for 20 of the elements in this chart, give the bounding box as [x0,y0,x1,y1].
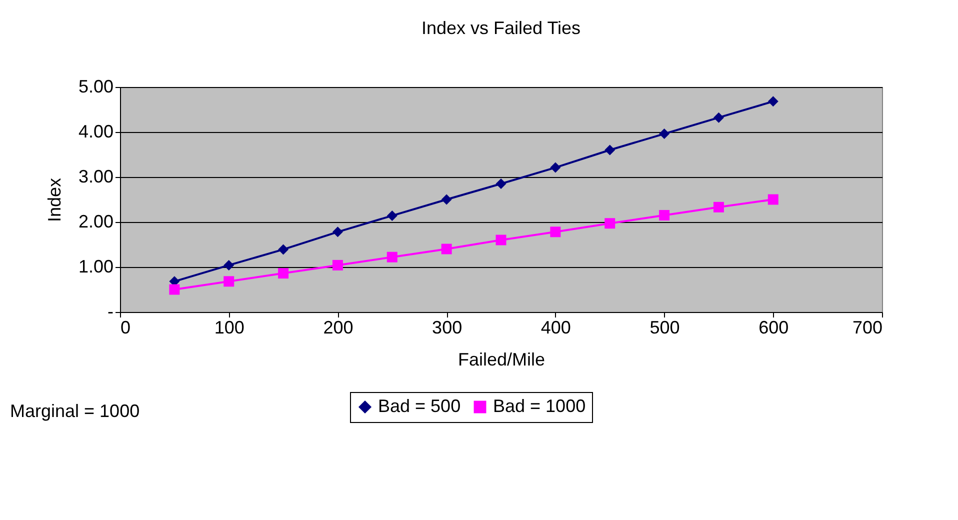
x-tick-label: 100 [214,318,244,338]
legend-label: Bad = 500 [378,396,461,416]
x-tick-label: 200 [323,318,354,338]
x-tick-label: 700 [852,318,882,338]
x-tick-label: 600 [758,318,789,338]
x-tick-label: 300 [432,318,462,338]
y-tick-label: - [108,302,114,322]
chart-title: Index vs Failed Ties [421,18,581,38]
x-tick-label: 400 [540,318,571,338]
y-axis-title: Index [44,178,64,222]
y-tick-label: 1.00 [78,256,114,276]
y-tick-label: 3.00 [78,166,114,186]
x-tick-label: 0 [120,318,131,338]
y-tick-label: 4.00 [78,122,114,142]
y-tick-label: 2.00 [78,212,114,232]
text: Marginal = 1000 [10,401,140,421]
x-axis-title: Failed/Mile [458,350,546,370]
legend-label: Bad = 1000 [493,396,586,416]
y-tick-label: 5.00 [78,76,114,96]
x-tick-label: 500 [650,318,680,338]
